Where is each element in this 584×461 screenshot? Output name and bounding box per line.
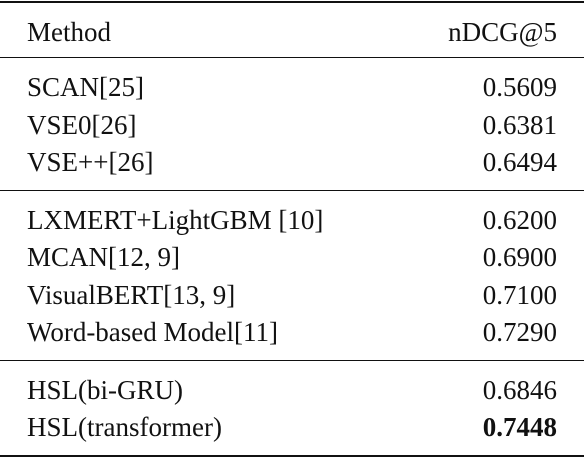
table-rule (0, 454, 584, 457)
method-cell: VSE0[26] (27, 109, 137, 140)
header-cell: Method (27, 17, 111, 47)
score-cell: 0.6200 (482, 204, 557, 235)
table-rule (0, 1, 584, 3)
header-cell: nDCG@5 (448, 17, 557, 47)
method-cell: HSL(transformer) (27, 412, 222, 442)
method-cell: SCAN[25] (27, 72, 145, 102)
score-cell: 0.6381 (482, 109, 557, 140)
table-rule (0, 189, 584, 191)
table-rule (0, 359, 584, 361)
score-cell: 0.6846 (482, 374, 557, 405)
table-rule (0, 57, 584, 58)
method-cell: VSE++[26] (27, 147, 154, 177)
score-cell: 0.7100 (482, 279, 557, 310)
method-cell: HSL(bi-GRU) (27, 374, 183, 405)
score-cell: 0.5609 (482, 72, 557, 102)
method-cell: VisualBERT[13, 9] (27, 279, 236, 310)
score-cell: 0.6900 (482, 242, 557, 272)
method-cell: MCAN[12, 9] (27, 242, 180, 272)
method-cell: Word-based Model[11] (27, 317, 279, 347)
score-cell: 0.7448 (482, 412, 557, 442)
method-cell: LXMERT+LightGBM [10] (27, 204, 324, 235)
score-cell: 0.6494 (482, 147, 557, 177)
score-cell: 0.7290 (482, 317, 557, 347)
